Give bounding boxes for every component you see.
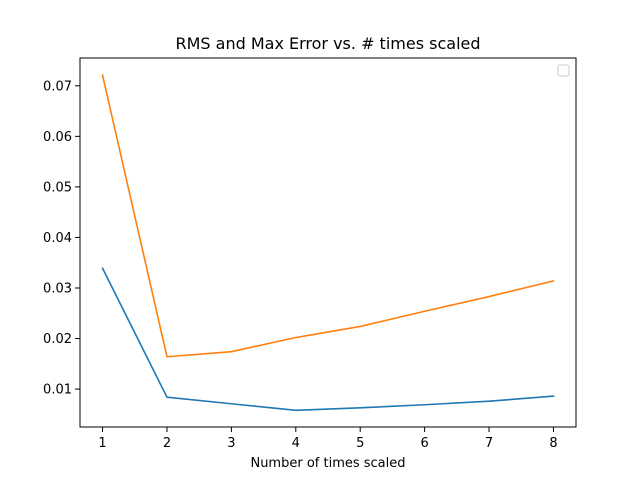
y-tick-label: 0.04 [43, 231, 72, 246]
y-tick-label: 0.06 [43, 130, 72, 145]
x-tick-label: 2 [163, 436, 171, 451]
y-tick-label: 0.01 [43, 383, 72, 398]
x-axis-ticks: 1 2 3 4 5 6 7 8 [98, 427, 558, 451]
series-lines [101, 74, 555, 412]
x-tick-label: 7 [485, 436, 493, 451]
chart-title: RMS and Max Error vs. # times scaled [175, 34, 480, 53]
y-tick-label: 0.03 [43, 281, 72, 296]
x-tick-label: 3 [227, 436, 235, 451]
x-tick-label: 8 [549, 436, 557, 451]
legend-box [557, 64, 570, 77]
x-axis-label: Number of times scaled [250, 456, 405, 471]
y-tick-label: 0.02 [43, 332, 72, 347]
y-axis-ticks: 0.01 0.02 0.03 0.04 0.05 0.06 0.07 [43, 79, 80, 398]
y-tick-label: 0.07 [43, 79, 72, 94]
x-tick-label: 5 [356, 436, 364, 451]
x-tick-label: 4 [292, 436, 300, 451]
plot-area [80, 58, 576, 427]
y-tick-label: 0.05 [43, 180, 72, 195]
series-line-1 [101, 267, 555, 412]
series-line-2 [101, 74, 555, 358]
x-tick-label: 6 [420, 436, 428, 451]
x-tick-label: 1 [98, 436, 106, 451]
plot-frame [79, 57, 577, 428]
